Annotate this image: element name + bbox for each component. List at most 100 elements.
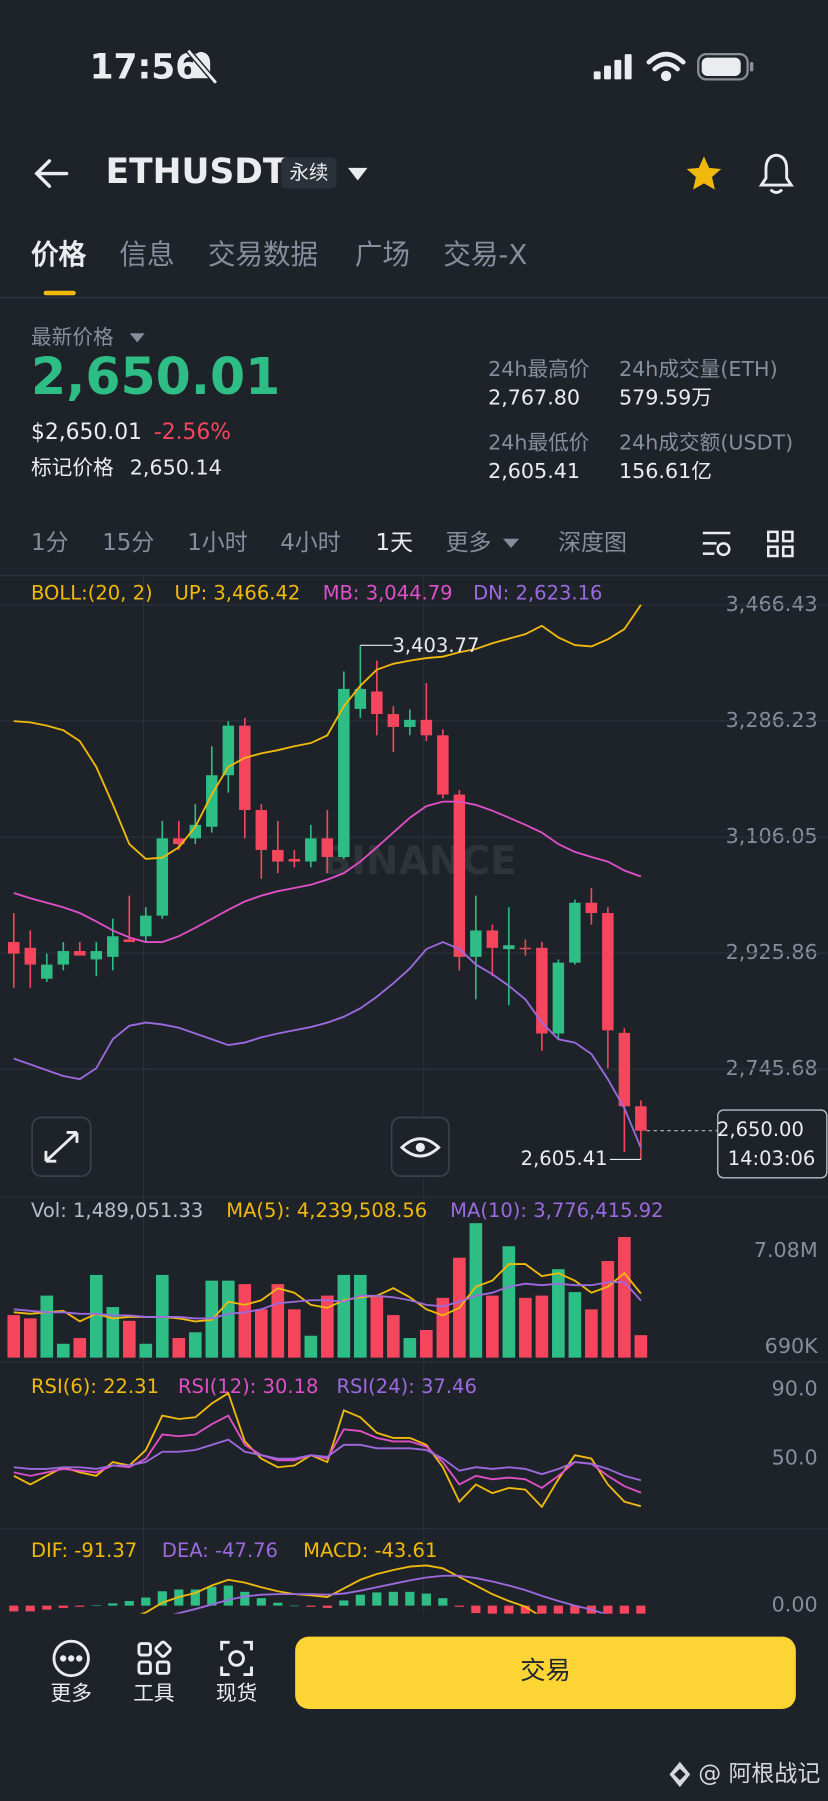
y-tick-label: 3,466.43 (726, 592, 818, 616)
bar (42, 1605, 52, 1610)
last-price-box (717, 1109, 828, 1179)
battery-icon (697, 52, 754, 81)
candle-body (420, 719, 433, 736)
bar (221, 1280, 235, 1358)
legend-entry: RSI(24): 37.46 (336, 1375, 476, 1398)
candle-body (272, 849, 284, 862)
back-button[interactable] (34, 159, 69, 188)
legend-entry: MA(5): 4,239,508.56 (226, 1199, 427, 1222)
bar (603, 1605, 613, 1614)
bar (618, 1237, 631, 1358)
bar (58, 1605, 68, 1608)
interval[interactable]: 1小时 (187, 530, 248, 556)
tab[interactable]: 价格 (31, 239, 87, 271)
bar (553, 1605, 563, 1614)
indicator-settings[interactable] (702, 531, 731, 557)
layout-grid[interactable] (767, 530, 794, 558)
candle-body (8, 942, 20, 954)
candle-body (189, 824, 202, 839)
alert-bell[interactable] (758, 153, 794, 194)
symbol[interactable]: ETHUSDT (106, 152, 287, 192)
symbol-dropdown[interactable] (347, 167, 368, 181)
usd-price: $2,650.01 (31, 420, 142, 445)
bar (271, 1284, 285, 1358)
icon-cell (781, 530, 794, 543)
candle-body (437, 735, 449, 795)
candle-body (552, 962, 565, 1034)
bar (504, 1605, 514, 1614)
bar (91, 1605, 101, 1606)
bottom-item[interactable]: 现货 (216, 1681, 257, 1705)
more-icon[interactable] (52, 1639, 90, 1678)
bar (9, 1605, 19, 1612)
tab[interactable]: 信息 (119, 239, 174, 271)
tab[interactable]: 交易数据 (208, 239, 318, 271)
bar (405, 1591, 415, 1606)
candle-body (519, 947, 532, 950)
tools-icon[interactable] (137, 1642, 152, 1657)
bell-clapper (769, 188, 784, 194)
price-change: -2.56% (154, 420, 231, 445)
y-tick-label: 690K (765, 1334, 818, 1358)
interval[interactable]: 深度图 (558, 530, 627, 556)
candle-body (156, 838, 169, 916)
interval[interactable]: 15分 (102, 530, 154, 556)
plot (13, 1391, 642, 1509)
bar (601, 1261, 615, 1358)
indicator-line (139, 1564, 539, 1614)
plot (9, 1564, 646, 1614)
bar (73, 1338, 87, 1358)
icon-cell (767, 545, 779, 558)
stat-value: 579.59万 (619, 386, 712, 410)
legend-entry: MB: 3,044.79 (323, 581, 453, 604)
bar (355, 1594, 365, 1606)
indicator-line (13, 1263, 642, 1323)
more-dropdown[interactable] (503, 538, 520, 548)
bottom-item[interactable]: 工具 (133, 1681, 174, 1705)
tab[interactable]: 广场 (355, 239, 410, 271)
price-label: 最新价格 (31, 325, 114, 349)
interval[interactable]: 1分 (31, 530, 69, 556)
signal-bar (614, 59, 622, 80)
signal-bar (624, 54, 632, 80)
candle-body (321, 838, 334, 858)
interval[interactable]: 1天 (376, 530, 414, 556)
favorite-star[interactable] (686, 156, 722, 190)
battery-frame (697, 52, 749, 81)
bar (255, 1309, 268, 1358)
candle-body (602, 913, 614, 1031)
candle-body (486, 930, 499, 948)
interval[interactable]: 4小时 (280, 530, 341, 556)
bar (535, 1295, 549, 1358)
tab[interactable]: 交易-X (443, 239, 527, 271)
more-dot (60, 1655, 67, 1662)
status-time: 17:56 (90, 48, 200, 88)
bar (223, 1585, 233, 1606)
bar (469, 1223, 483, 1358)
price-dropdown[interactable] (129, 333, 145, 343)
watermark: BINANCE (322, 839, 517, 884)
candle-body (618, 1032, 631, 1107)
high-label: 3,403.77 (392, 634, 479, 657)
bottom-item[interactable]: 更多 (51, 1681, 92, 1705)
candle-body (255, 810, 268, 850)
battery-level (701, 57, 741, 76)
stat-value: 2,767.80 (488, 386, 580, 410)
spot-icon[interactable] (220, 1640, 253, 1676)
bar (438, 1598, 448, 1606)
bar (354, 1274, 367, 1358)
interval[interactable]: 更多 (446, 530, 492, 556)
bar (306, 1605, 316, 1607)
candle-body (404, 719, 416, 727)
bar (322, 1605, 332, 1608)
candle-body (305, 838, 317, 862)
bar (421, 1593, 431, 1606)
trade-button[interactable] (295, 1636, 796, 1709)
mute-slash (187, 49, 217, 84)
bar (321, 1295, 334, 1358)
bar (502, 1246, 516, 1358)
tools-icon (137, 1660, 152, 1675)
y-tick-label: 50.0 (772, 1446, 818, 1470)
bar (454, 1605, 464, 1607)
